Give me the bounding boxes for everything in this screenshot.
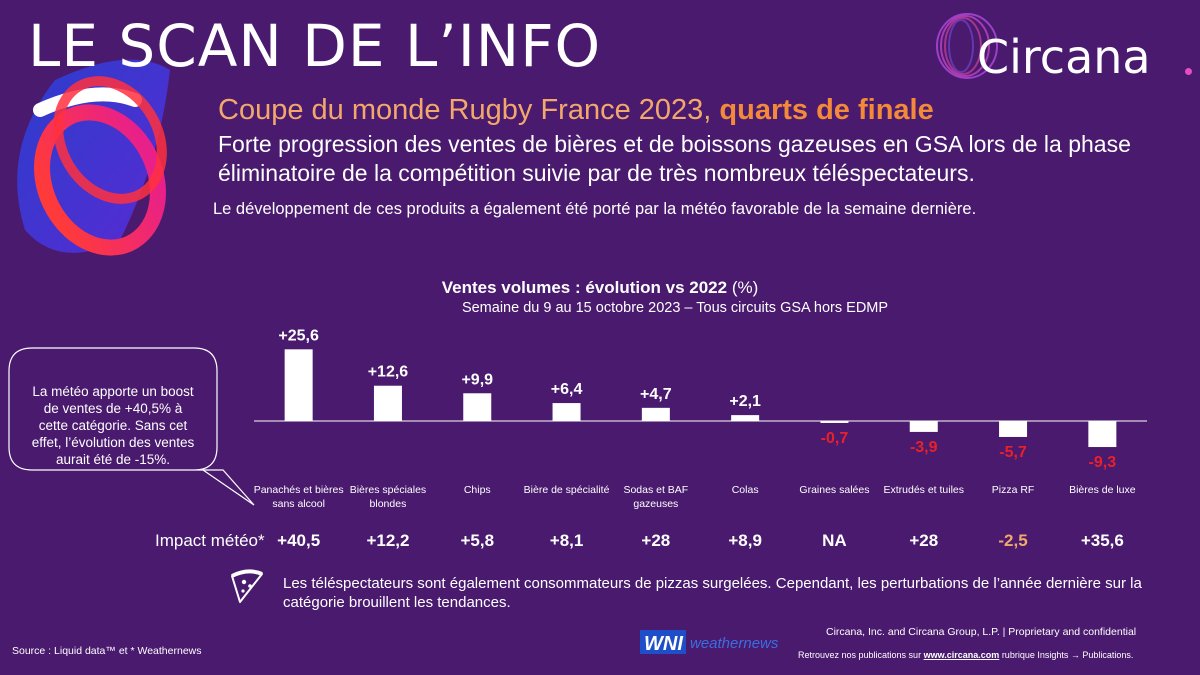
category-label-7: Extrudés et tuiles bbox=[883, 484, 964, 496]
impact-value-5: +8,9 bbox=[728, 531, 762, 550]
bar-5 bbox=[731, 415, 760, 421]
impact-value-9: +35,6 bbox=[1081, 531, 1124, 550]
data-label-1: +12,6 bbox=[368, 364, 409, 381]
category-label-9: Bières de luxe bbox=[1069, 484, 1136, 496]
page-title: LE SCAN DE L’INFO bbox=[28, 12, 602, 80]
chart-title-main: Ventes volumes : évolution vs 2022 bbox=[441, 278, 728, 297]
bar-6 bbox=[820, 421, 849, 423]
category-label-1-line1: blondes bbox=[370, 498, 407, 510]
bar-chart: +25,6 Panachés et bières sans alcool +40,5 +… bbox=[254, 327, 1147, 550]
bar-0 bbox=[284, 349, 313, 421]
data-label-8: -5,7 bbox=[999, 444, 1027, 461]
chart-subtitle: Semaine du 9 au 15 octobre 2023 – Tous c… bbox=[461, 300, 889, 316]
publications-post: rubrique Insights → Publications. bbox=[1001, 650, 1134, 660]
data-label-9: -9,3 bbox=[1089, 454, 1117, 471]
data-label-7: -3,9 bbox=[910, 439, 938, 456]
weathernews-text: weathernews bbox=[690, 635, 779, 652]
category-label-2: Chips bbox=[464, 484, 491, 496]
impact-meteo-label: Impact météo* bbox=[155, 531, 265, 550]
impact-value-3: +8,1 bbox=[550, 531, 584, 550]
bar-2 bbox=[463, 393, 492, 421]
category-label-3: Bière de spécialité bbox=[524, 484, 610, 496]
subtitle-bold: quarts de finale bbox=[719, 94, 934, 126]
source-note: Source : Liquid data™ et * Weathernews bbox=[12, 645, 202, 657]
callout-text: La météo apporte un boost de ventes de +… bbox=[31, 384, 195, 467]
chart-title: Ventes volumes : évolution vs 2022 (%) bbox=[0, 278, 1200, 298]
category-label-5: Colas bbox=[732, 484, 759, 496]
circana-logo-swirl bbox=[936, 13, 998, 79]
data-label-6: -0,7 bbox=[821, 430, 849, 447]
impact-value-7: +28 bbox=[909, 531, 938, 550]
category-label-8: Pizza RF bbox=[992, 484, 1035, 496]
category-label-0-line1: sans alcool bbox=[272, 498, 325, 510]
weathernews-logo: WNI weathernews bbox=[640, 628, 800, 663]
impact-value-1: +12,2 bbox=[366, 531, 409, 550]
impact-value-6: NA bbox=[822, 531, 847, 550]
intro-note: Le développement de ces produits a égale… bbox=[213, 200, 977, 218]
category-label-6: Graines salées bbox=[799, 484, 869, 496]
publications-pre: Retrouvez nos publications sur bbox=[798, 650, 922, 660]
bar-9 bbox=[1088, 421, 1117, 448]
callout-bubble-shape bbox=[8, 347, 255, 506]
chart-title-unit: (%) bbox=[731, 278, 759, 297]
bar-7 bbox=[909, 421, 938, 432]
subtitle: Coupe du monde Rugby France 2023, quarts… bbox=[218, 94, 934, 127]
data-label-3: +6,4 bbox=[551, 381, 583, 398]
data-label-4: +4,7 bbox=[640, 386, 672, 403]
circana-link[interactable]: www.circana.com bbox=[923, 650, 1000, 660]
circana-logo: Circana bbox=[925, 10, 1195, 84]
circana-logo-dot bbox=[1185, 68, 1192, 75]
category-label-0-line0: Panachés et bières bbox=[254, 484, 344, 496]
impact-value-4: +28 bbox=[641, 531, 670, 550]
data-label-0: +25,6 bbox=[278, 327, 319, 344]
category-label-1-line0: Bières spéciales bbox=[350, 484, 426, 496]
category-label-4-line0: Sodas et BAF bbox=[623, 484, 688, 496]
pizza-note: Les téléspectateurs sont également conso… bbox=[283, 575, 1142, 611]
subtitle-main: Coupe du monde Rugby France 2023, bbox=[218, 94, 712, 126]
data-label-2: +9,9 bbox=[461, 371, 493, 388]
publications-note: Retrouvez nos publications sur www.circa… bbox=[798, 650, 1133, 660]
impact-value-0: +40,5 bbox=[277, 531, 320, 550]
bar-4 bbox=[641, 407, 670, 421]
rugby-emblem-logo bbox=[17, 59, 170, 256]
weathernews-logo-mark: WNI weathernews bbox=[640, 630, 779, 655]
category-label-4-line1: gazeuses bbox=[633, 498, 678, 510]
impact-value-8: -2,5 bbox=[998, 531, 1027, 550]
bar-1 bbox=[373, 385, 402, 421]
weather-callout-bubble: La météo apporte un boost de ventes de +… bbox=[8, 347, 255, 506]
copyright-note: Circana, Inc. and Circana Group, L.P. | … bbox=[826, 626, 1137, 638]
wni-text: WNI bbox=[644, 633, 683, 655]
pizza-icon bbox=[231, 569, 263, 603]
bar-3 bbox=[552, 403, 581, 421]
data-label-5: +2,1 bbox=[729, 393, 761, 410]
bar-8 bbox=[999, 421, 1028, 437]
impact-value-2: +5,8 bbox=[460, 531, 494, 550]
circana-wordmark: Circana bbox=[977, 30, 1151, 84]
headline: Forte progression des ventes de bières e… bbox=[218, 131, 1131, 186]
